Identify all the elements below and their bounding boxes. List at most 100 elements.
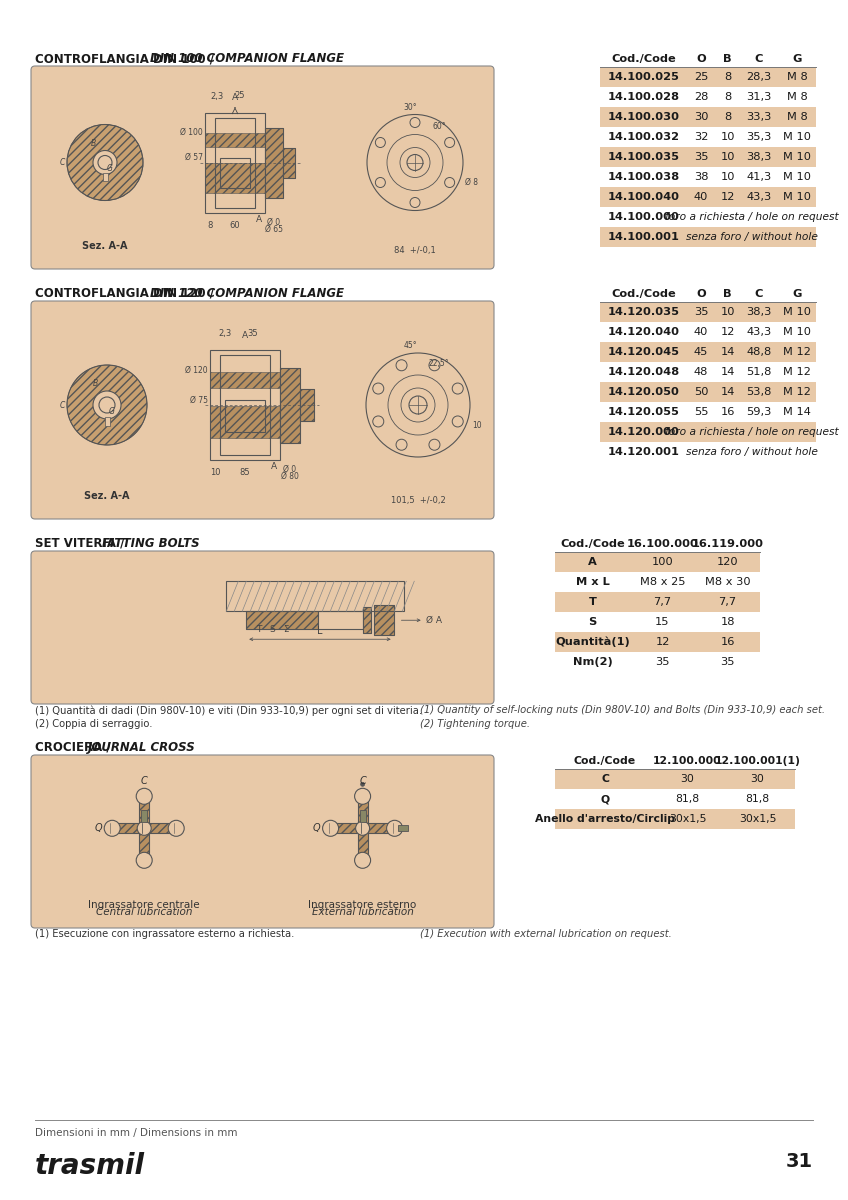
Text: 8: 8 — [724, 112, 731, 122]
Text: 10: 10 — [720, 132, 734, 142]
Text: 85: 85 — [240, 468, 250, 476]
Text: 51,8: 51,8 — [746, 367, 772, 377]
Circle shape — [137, 788, 152, 804]
Circle shape — [429, 439, 440, 450]
Text: 50: 50 — [694, 386, 708, 397]
Text: 14: 14 — [720, 367, 734, 377]
Bar — [265, 127, 283, 198]
Text: 30: 30 — [750, 774, 764, 784]
Text: 55: 55 — [694, 407, 708, 416]
Text: A: A — [232, 94, 238, 102]
Bar — [374, 605, 393, 635]
Circle shape — [137, 821, 151, 835]
Text: 35: 35 — [694, 307, 708, 317]
Text: 81,8: 81,8 — [676, 794, 700, 804]
Circle shape — [407, 155, 423, 170]
Circle shape — [387, 821, 403, 836]
Text: Nm(2): Nm(2) — [572, 658, 612, 667]
Text: 7,7: 7,7 — [718, 596, 737, 607]
Bar — [300, 389, 314, 421]
Text: 14.120.050: 14.120.050 — [607, 386, 679, 397]
Bar — [283, 148, 295, 178]
Circle shape — [373, 416, 384, 427]
Bar — [225, 400, 265, 432]
Circle shape — [168, 821, 184, 836]
Text: Sez. A-A: Sez. A-A — [82, 241, 128, 251]
Text: M 14: M 14 — [783, 407, 811, 416]
Bar — [374, 605, 393, 635]
Text: 12: 12 — [720, 192, 734, 202]
Text: 2,3: 2,3 — [219, 329, 232, 338]
Text: B: B — [91, 138, 96, 148]
Text: 35: 35 — [720, 658, 734, 667]
Text: foro a richiesta / hole on request: foro a richiesta / hole on request — [665, 427, 839, 437]
Text: 40: 40 — [694, 326, 708, 337]
Text: 12: 12 — [656, 637, 670, 647]
Text: M 10: M 10 — [783, 152, 811, 162]
Text: C: C — [59, 401, 65, 409]
Text: 14.120.048: 14.120.048 — [607, 367, 679, 377]
Text: T: T — [257, 625, 262, 635]
Text: 30°: 30° — [403, 102, 417, 112]
Text: C: C — [755, 289, 763, 299]
Text: M 10: M 10 — [783, 192, 811, 202]
Circle shape — [452, 416, 463, 427]
Circle shape — [376, 138, 385, 148]
Circle shape — [99, 397, 115, 413]
Bar — [600, 107, 816, 127]
Text: senza foro / without hole: senza foro / without hole — [685, 232, 817, 242]
Text: DIN 100 COMPANION FLANGE: DIN 100 COMPANION FLANGE — [150, 52, 344, 65]
Bar — [220, 157, 250, 187]
Bar — [358, 797, 367, 860]
Text: 10: 10 — [720, 172, 734, 182]
Text: 12.100.001(1): 12.100.001(1) — [715, 756, 801, 766]
Text: SET VITERIA /: SET VITERIA / — [35, 538, 129, 550]
Text: M 10: M 10 — [783, 132, 811, 142]
Bar — [300, 389, 314, 421]
Circle shape — [67, 125, 143, 200]
Bar — [210, 406, 280, 438]
Text: 32: 32 — [694, 132, 708, 142]
Text: Σ: Σ — [282, 625, 287, 635]
Text: 16: 16 — [720, 637, 734, 647]
Circle shape — [396, 360, 407, 371]
Text: C: C — [601, 774, 609, 784]
Circle shape — [354, 788, 371, 804]
Text: 41,3: 41,3 — [746, 172, 772, 182]
Circle shape — [400, 148, 430, 178]
Text: senza foro / without hole: senza foro / without hole — [685, 446, 817, 457]
Text: 43,3: 43,3 — [746, 192, 772, 202]
Text: 14.100.028: 14.100.028 — [607, 92, 679, 102]
Text: B: B — [723, 54, 732, 64]
Circle shape — [387, 134, 443, 191]
Text: (1) Quantità di dadi (Din 980V-10) e viti (Din 933-10,9) per ogni set di viteria: (1) Quantità di dadi (Din 980V-10) e vit… — [35, 704, 422, 715]
Bar — [139, 797, 149, 860]
Text: 7,7: 7,7 — [654, 596, 672, 607]
Text: 84  +/-0,1: 84 +/-0,1 — [394, 246, 436, 254]
Bar — [600, 422, 816, 442]
Bar — [600, 146, 816, 167]
Circle shape — [444, 178, 455, 187]
Bar — [210, 372, 280, 388]
Text: foro a richiesta / hole on request: foro a richiesta / hole on request — [665, 212, 839, 222]
Bar — [331, 823, 394, 833]
Text: CONTROFLANGIA DIN 120 /: CONTROFLANGIA DIN 120 / — [35, 287, 218, 300]
Bar — [139, 797, 149, 860]
Text: 15: 15 — [656, 617, 670, 626]
Text: 28: 28 — [694, 92, 708, 102]
Text: Ingrassatore esterno: Ingrassatore esterno — [309, 900, 416, 910]
Text: M 10: M 10 — [783, 172, 811, 182]
Text: 53,8: 53,8 — [746, 386, 772, 397]
Text: (2) Tightening torque.: (2) Tightening torque. — [420, 719, 530, 728]
Text: 14: 14 — [720, 386, 734, 397]
Text: 60°: 60° — [432, 122, 446, 131]
Text: 14.100.030: 14.100.030 — [607, 112, 679, 122]
Text: S: S — [589, 617, 597, 626]
Text: Ø 0: Ø 0 — [283, 464, 297, 474]
Text: Cod./Code: Cod./Code — [611, 289, 676, 299]
Bar — [112, 823, 176, 833]
Text: 12.100.000: 12.100.000 — [653, 756, 722, 766]
Text: 30: 30 — [681, 774, 695, 784]
Text: 8: 8 — [724, 92, 731, 102]
Circle shape — [396, 439, 407, 450]
